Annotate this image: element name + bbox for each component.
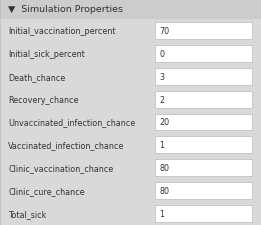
Bar — [0, 0, 261, 20]
Text: 20: 20 — [159, 118, 169, 127]
Text: 1: 1 — [159, 141, 164, 150]
Text: Death_chance: Death_chance — [8, 72, 65, 81]
Bar — [155, 205, 252, 222]
Bar — [155, 91, 252, 108]
Text: 3: 3 — [159, 72, 164, 81]
Bar — [155, 182, 252, 199]
Text: Vaccinated_infection_chance: Vaccinated_infection_chance — [8, 141, 124, 150]
Bar — [155, 160, 252, 176]
Text: 0: 0 — [159, 50, 164, 58]
Bar — [155, 46, 252, 63]
Text: Total_sick: Total_sick — [8, 209, 46, 218]
Bar — [155, 137, 252, 154]
Text: 1: 1 — [159, 209, 164, 218]
Text: 80: 80 — [159, 164, 169, 173]
Text: Clinic_vaccination_chance: Clinic_vaccination_chance — [8, 164, 113, 173]
Bar — [155, 23, 252, 40]
Bar — [155, 114, 252, 131]
Text: 80: 80 — [159, 186, 169, 195]
Text: ▼  Simulation Properties: ▼ Simulation Properties — [8, 5, 123, 14]
Text: Initial_vaccination_percent: Initial_vaccination_percent — [8, 27, 116, 36]
Text: Unvaccinated_infection_chance: Unvaccinated_infection_chance — [8, 118, 135, 127]
Text: Initial_sick_percent: Initial_sick_percent — [8, 50, 85, 58]
Text: Recovery_chance: Recovery_chance — [8, 95, 79, 104]
Text: 2: 2 — [159, 95, 164, 104]
Text: 70: 70 — [159, 27, 169, 36]
Text: Clinic_cure_chance: Clinic_cure_chance — [8, 186, 85, 195]
Bar — [155, 68, 252, 85]
